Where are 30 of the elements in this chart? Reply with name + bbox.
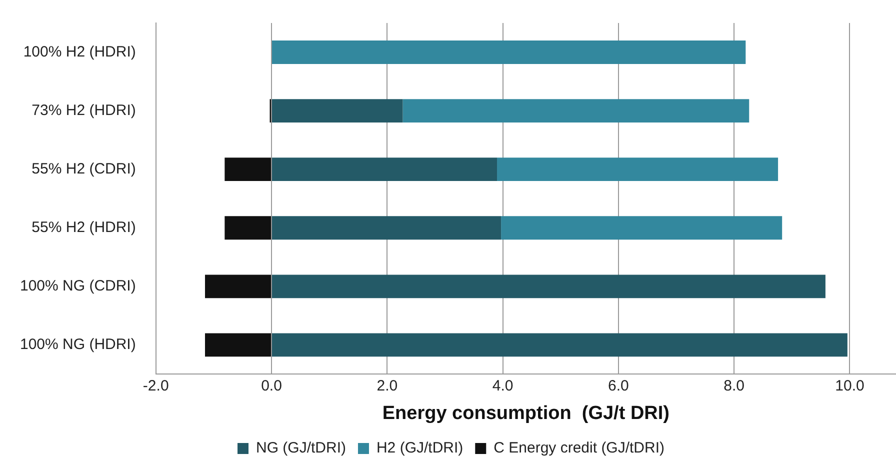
legend-label: NG (GJ/tDRI): [256, 440, 346, 457]
bar: [205, 274, 271, 298]
legend-label: C Energy credit (GJ/tDRI): [494, 440, 665, 457]
bar: [272, 99, 403, 123]
bar: [205, 333, 271, 357]
bar: [402, 99, 750, 123]
x-tick-label: 0.0: [261, 377, 282, 394]
y-tick-label: 73% H2 (HDRI): [32, 102, 136, 119]
bar: [224, 158, 271, 182]
y-tick-label: 55% H2 (CDRI): [32, 160, 136, 178]
y-tick-label: 100% H2 (HDRI): [23, 43, 136, 60]
y-tick-label: 55% H2 (HDRI): [32, 219, 136, 236]
x-tick-label: -2.0: [142, 377, 169, 394]
legend-label: H2 (GJ/tDRI): [376, 440, 464, 457]
bar: [272, 216, 502, 240]
bar: [272, 274, 826, 298]
x-tick-label: 6.0: [608, 377, 629, 394]
bar: [501, 216, 782, 240]
x-tick-label: 2.0: [376, 377, 398, 394]
bar: [272, 158, 498, 182]
bar: [272, 40, 746, 64]
y-tick-label: 100% NG (CDRI): [20, 278, 136, 295]
x-tick-label: 4.0: [492, 377, 514, 394]
x-axis-title: Energy consumption (GJ/t DRI): [382, 402, 670, 424]
x-tick-label: 8.0: [724, 377, 745, 394]
x-tick-label: 10.0: [835, 377, 864, 394]
y-tick-label: 100% NG (HDRI): [20, 336, 136, 354]
bar: [272, 333, 848, 357]
bar: [224, 216, 271, 240]
bar: [497, 158, 778, 182]
